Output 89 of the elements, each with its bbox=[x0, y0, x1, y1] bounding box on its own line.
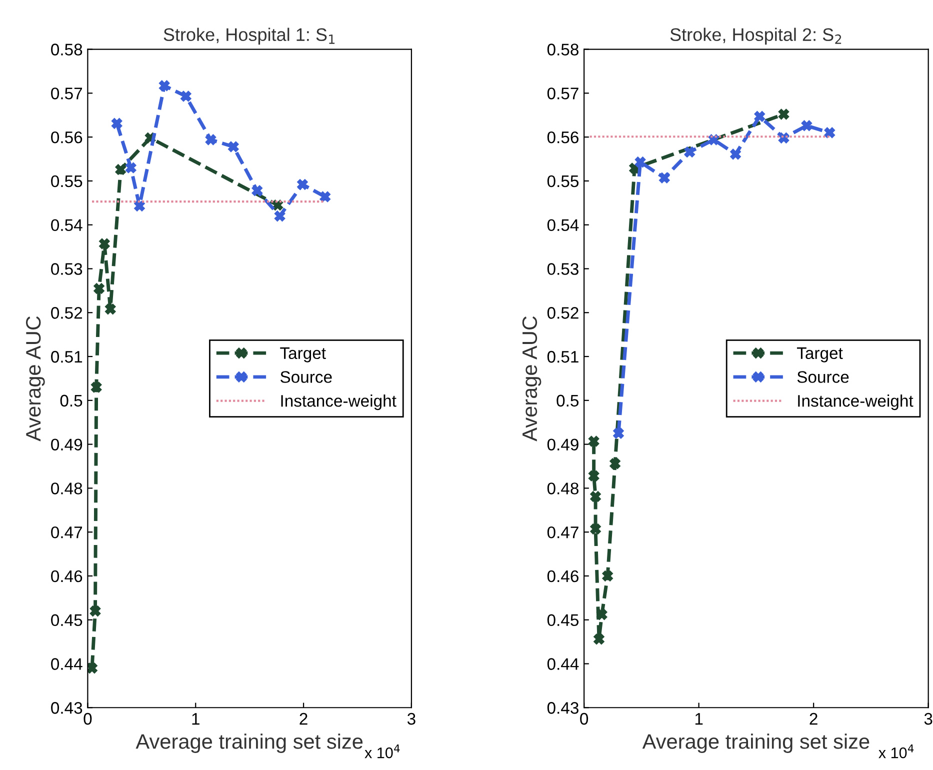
y-tick-label: 0.49 bbox=[547, 438, 578, 450]
point bbox=[754, 111, 766, 122]
point bbox=[94, 283, 104, 294]
point bbox=[590, 524, 601, 534]
point bbox=[111, 118, 122, 129]
y-tick-label: 0.57 bbox=[547, 88, 578, 100]
y-tick-label: 0.57 bbox=[51, 88, 82, 100]
point bbox=[778, 108, 790, 120]
point bbox=[613, 428, 624, 439]
point bbox=[228, 141, 239, 152]
y-tick-label: 0.56 bbox=[547, 131, 578, 144]
y-tick-label: 0.46 bbox=[547, 570, 578, 582]
y-tick-label: 0.52 bbox=[547, 307, 578, 319]
legend-label: Target bbox=[280, 347, 326, 362]
y-tick-label: 0.53 bbox=[51, 263, 82, 275]
y-tick-label: 0.56 bbox=[51, 131, 82, 144]
legend-label: Source bbox=[280, 371, 332, 383]
y-tick-label: 0.54 bbox=[547, 219, 579, 232]
y-tick-label: 0.43 bbox=[547, 702, 578, 714]
y-tick-label: 0.47 bbox=[51, 526, 82, 538]
y-tick-label: 0.53 bbox=[547, 263, 578, 275]
y-tick-label: 0.44 bbox=[547, 658, 579, 670]
x-axis-title: Average training set size bbox=[136, 734, 363, 754]
y-tick-label: 0.54 bbox=[51, 219, 82, 232]
point bbox=[158, 80, 170, 92]
y-tick-label: 0.43 bbox=[51, 702, 82, 714]
x-tick-label: 3 bbox=[407, 712, 416, 725]
point bbox=[88, 662, 98, 674]
x-tick-label: 1 bbox=[192, 713, 200, 725]
point bbox=[90, 606, 101, 616]
point bbox=[602, 570, 613, 582]
point bbox=[596, 609, 608, 620]
point bbox=[730, 148, 741, 160]
y-tick-label: 0.55 bbox=[547, 175, 578, 188]
chart-title: Stroke, Hospital 1: S$_{1}$ bbox=[164, 28, 335, 45]
x-tick-label: 0 bbox=[84, 712, 92, 725]
x-axis-title: Average training set size bbox=[642, 734, 870, 754]
y-axis-title: Average AUC bbox=[522, 316, 542, 442]
point bbox=[610, 458, 620, 470]
y-axis-title: Average AUC bbox=[26, 316, 45, 442]
point bbox=[134, 200, 145, 212]
point bbox=[634, 156, 646, 168]
point bbox=[590, 491, 601, 502]
y-tick-label: 0.49 bbox=[51, 438, 82, 450]
y-tick-label: 0.58 bbox=[547, 44, 578, 56]
point bbox=[125, 162, 136, 174]
point bbox=[104, 304, 116, 315]
point bbox=[90, 382, 102, 393]
legend-label: Source bbox=[797, 371, 849, 383]
point bbox=[684, 146, 696, 158]
y-tick-label: 0.58 bbox=[51, 44, 82, 56]
point bbox=[274, 210, 286, 222]
y-tick-label: 0.46 bbox=[51, 570, 82, 582]
point bbox=[588, 470, 600, 482]
point bbox=[297, 179, 308, 190]
chart-title: Stroke, Hospital 2: S$_{2}$ bbox=[670, 28, 842, 45]
text: x 10$^{4}$ bbox=[878, 744, 914, 758]
y-tick-label: 0.52 bbox=[51, 307, 82, 319]
y-tick-label: 0.5 bbox=[556, 394, 578, 407]
x-tick-label: 2 bbox=[300, 712, 308, 725]
y-tick-label: 0.44 bbox=[51, 658, 82, 670]
point bbox=[801, 120, 812, 132]
y-tick-label: 0.51 bbox=[547, 350, 578, 363]
y-tick-label: 0.55 bbox=[51, 175, 82, 188]
legend-label: Target bbox=[796, 347, 843, 362]
point bbox=[658, 172, 670, 184]
y-tick-label: 0.51 bbox=[51, 350, 82, 363]
x-tick-label: 2 bbox=[810, 712, 818, 725]
point bbox=[205, 134, 216, 146]
y-tick-label: 0.47 bbox=[547, 526, 578, 538]
x-tick-label: 1 bbox=[695, 713, 703, 725]
y-tick-label: 0.5 bbox=[60, 394, 82, 407]
y-tick-label: 0.45 bbox=[547, 614, 578, 626]
point bbox=[99, 238, 110, 250]
legend-label: Instance-weight bbox=[798, 394, 914, 410]
y-tick-label: 0.48 bbox=[51, 482, 82, 494]
point bbox=[588, 436, 600, 447]
x-tick-label: 0 bbox=[580, 712, 588, 725]
point bbox=[594, 634, 604, 645]
x-tick-label: 3 bbox=[924, 712, 932, 725]
point bbox=[824, 127, 836, 138]
legend-label: Instance-weight bbox=[281, 394, 396, 410]
y-tick-label: 0.48 bbox=[547, 482, 578, 494]
text: x 10$^{4}$ bbox=[364, 744, 400, 758]
point bbox=[252, 185, 263, 196]
y-tick-label: 0.45 bbox=[51, 614, 82, 626]
point bbox=[320, 191, 331, 202]
point bbox=[115, 164, 126, 175]
point bbox=[180, 90, 192, 102]
